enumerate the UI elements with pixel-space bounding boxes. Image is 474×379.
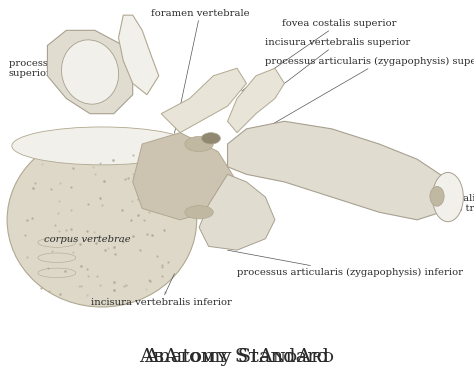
Text: corpus vertebrae: corpus vertebrae bbox=[44, 235, 130, 244]
Text: incisura vertebralis inferior: incisura vertebralis inferior bbox=[91, 274, 232, 307]
Ellipse shape bbox=[185, 205, 213, 219]
Ellipse shape bbox=[62, 40, 118, 104]
Polygon shape bbox=[228, 68, 284, 133]
Ellipse shape bbox=[12, 127, 192, 165]
Text: processus articularis (zygapophysis) superior: processus articularis (zygapophysis) sup… bbox=[251, 57, 474, 136]
Ellipse shape bbox=[7, 133, 197, 307]
Text: Anatomy Standard: Anatomy Standard bbox=[145, 348, 329, 366]
Text: pediculus arcus
vertebrae: pediculus arcus vertebrae bbox=[189, 150, 247, 229]
Polygon shape bbox=[161, 68, 246, 133]
Ellipse shape bbox=[185, 136, 213, 152]
Ellipse shape bbox=[201, 133, 220, 144]
Polygon shape bbox=[199, 174, 275, 250]
Text: incisura vertebralis superior: incisura vertebralis superior bbox=[240, 38, 410, 117]
Text: processus transversus: processus transversus bbox=[252, 130, 360, 181]
Text: AʙAᴛᴏᴍʏ SᴛAɴᴅAʀᴅ: AʙAᴛᴏᴍʏ SᴛAɴᴅAʀᴅ bbox=[139, 348, 335, 366]
Polygon shape bbox=[228, 121, 455, 220]
Text: foramen vertebrale: foramen vertebrale bbox=[151, 9, 249, 133]
Text: processus articularis (zygapophysis) inferior: processus articularis (zygapophysis) inf… bbox=[228, 250, 463, 277]
Text: fovea costalis
processus transversi: fovea costalis processus transversi bbox=[389, 186, 474, 213]
Text: processus articularis
superior: processus articularis superior bbox=[9, 59, 115, 91]
Polygon shape bbox=[118, 15, 159, 95]
Ellipse shape bbox=[430, 186, 444, 206]
Polygon shape bbox=[47, 30, 133, 114]
Text: fovea costalis superior: fovea costalis superior bbox=[242, 19, 397, 91]
Ellipse shape bbox=[432, 172, 463, 222]
Polygon shape bbox=[133, 133, 237, 220]
